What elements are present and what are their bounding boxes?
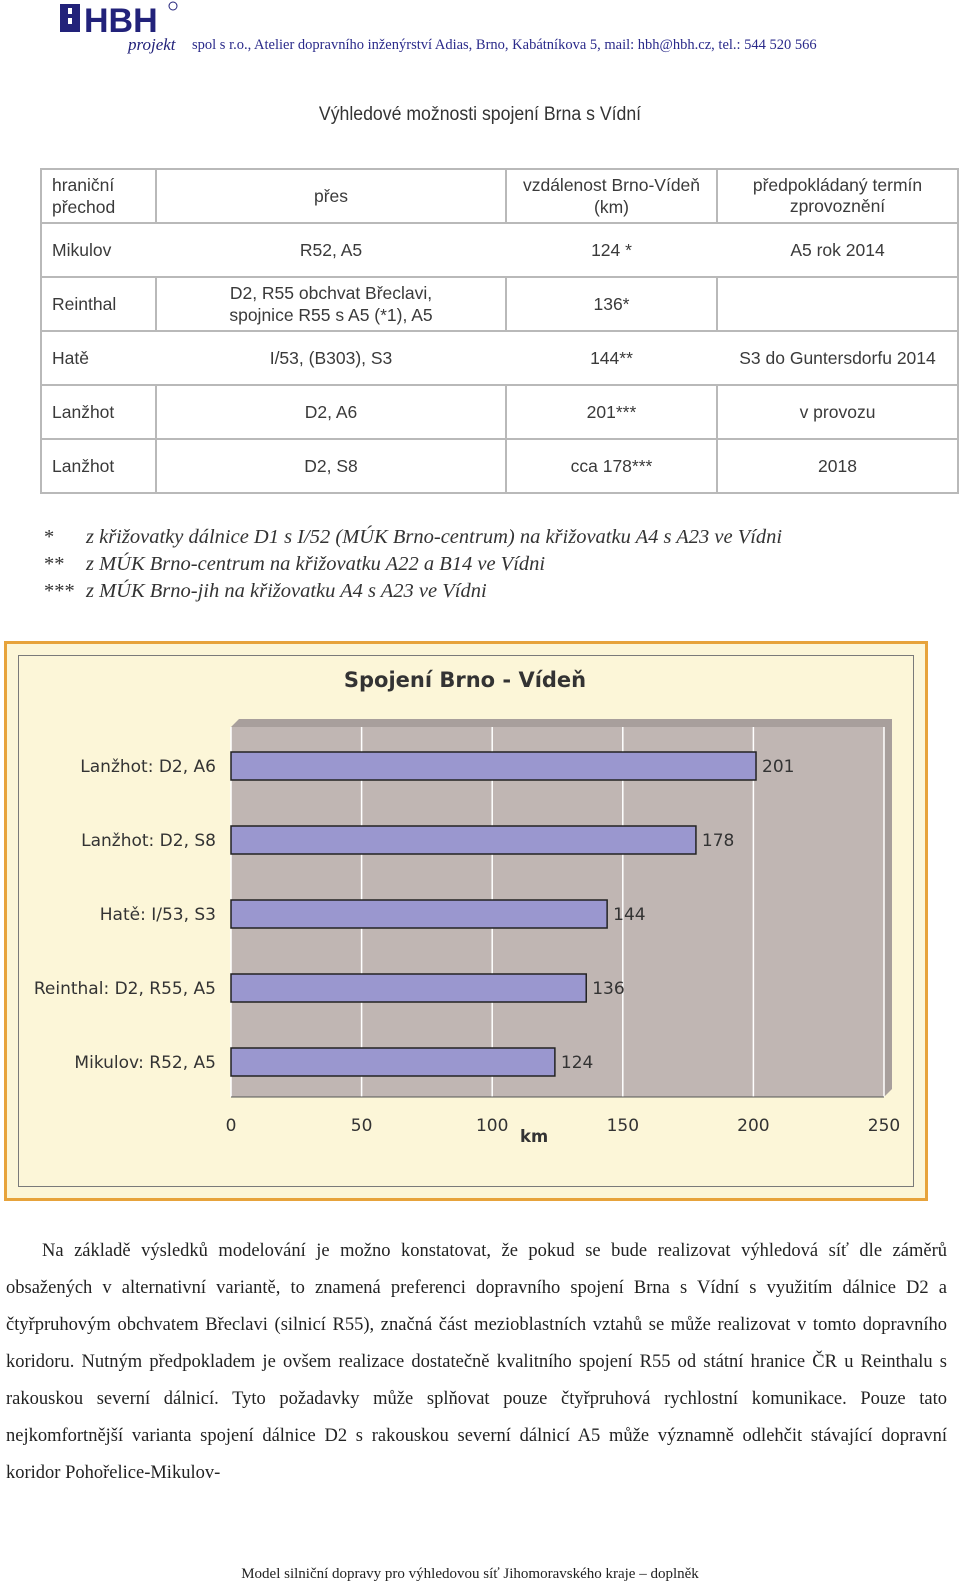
x-tick-label: 0: [226, 1116, 237, 1136]
footnote: ** z MÚK Brno-centrum na křižovatku A22 a…: [44, 553, 782, 580]
bar: [230, 1047, 556, 1077]
cell-via: D2, S8: [155, 438, 507, 494]
header-border-crossing: hraniční přechod: [40, 168, 157, 224]
chart-x-axis-label: km: [520, 1127, 549, 1146]
cell-opening: S3 do Guntersdorfu 2014: [716, 330, 959, 386]
chart-title: Spojení Brno - Vídeň: [343, 668, 587, 692]
cell-distance: 124 *: [505, 222, 718, 278]
body-paragraph: Na základě výsledků modelování je možno …: [6, 1241, 947, 1483]
cell-via: R52, A5: [155, 222, 507, 278]
bar: [230, 825, 697, 855]
page-footer: Model silniční dopravy pro výhledovou sí…: [241, 1566, 699, 1582]
data-label: 201: [762, 757, 794, 777]
category-label: Hatě: I/53, S3: [100, 905, 216, 925]
cell-distance: 136*: [505, 276, 718, 332]
company-header-line: spol s r.o., Atelier dopravního inženýrs…: [192, 37, 817, 53]
bar: [230, 751, 757, 781]
table-row: Hatě I/53, (B303), S3 144** S3 do Gunter…: [40, 330, 959, 386]
document-title: Výhledové možnosti spojení Brna s Vídní: [318, 104, 642, 125]
cell-opening: v provozu: [716, 384, 959, 440]
data-label: 178: [702, 831, 734, 851]
cell-via: D2, A6: [155, 384, 507, 440]
table-row: Reinthal D2, R55 obchvat Břeclavi, spojn…: [40, 276, 959, 332]
bar: [230, 899, 608, 929]
bar: [230, 973, 587, 1003]
x-tick-label: 200: [737, 1116, 769, 1136]
cell-opening: [716, 276, 959, 332]
cell-crossing: Lanžhot: [40, 438, 157, 494]
footnotes: * z křižovatky dálnice D1 s I/52 (MÚK Brn…: [44, 526, 782, 607]
category-label: Lanžhot: D2, A6: [80, 757, 216, 777]
cell-via: I/53, (B303), S3: [155, 330, 507, 386]
chart-inner-frame: [18, 655, 914, 1187]
logo-subtext: projekt: [127, 35, 177, 54]
cell-crossing: Mikulov: [40, 222, 157, 278]
table-row: Lanžhot D2, S8 cca 178*** 2018: [40, 438, 959, 494]
data-label: 124: [561, 1053, 593, 1073]
footnote-mark: *: [44, 526, 55, 548]
x-tick-label: 100: [476, 1116, 508, 1136]
header-distance: vzdálenost Brno-Vídeň (km): [505, 168, 718, 224]
x-tick-label: 50: [351, 1116, 373, 1136]
data-label: 136: [592, 979, 624, 999]
table-row: Mikulov R52, A5 124 * A5 rok 2014: [40, 222, 959, 278]
cell-crossing: Hatě: [40, 330, 157, 386]
cell-distance: cca 178***: [505, 438, 718, 494]
logo-text: HBH: [84, 2, 158, 40]
x-tick-label: 150: [607, 1116, 639, 1136]
cell-distance: 144**: [505, 330, 718, 386]
routes-table: hraniční přechod přes vzdálenost Brno-Ví…: [40, 168, 959, 494]
footnote-text: z MÚK Brno-centrum na křižovatku A22 a B…: [86, 553, 546, 575]
cell-opening: 2018: [716, 438, 959, 494]
table-row: Lanžhot D2, A6 201*** v provozu: [40, 384, 959, 440]
footnote-mark: ***: [44, 580, 75, 602]
footnote: *** z MÚK Brno-jih na křižovatku A4 s A23…: [44, 580, 782, 607]
cell-via: D2, R55 obchvat Břeclavi, spojnice R55 s…: [155, 276, 507, 332]
footnote-mark: **: [44, 553, 65, 575]
category-label: Lanžhot: D2, S8: [81, 831, 216, 851]
cell-opening: A5 rok 2014: [716, 222, 959, 278]
cell-distance: 201***: [505, 384, 718, 440]
category-label: Mikulov: R52, A5: [74, 1053, 216, 1073]
company-logo: HBH projekt: [58, 0, 194, 56]
table-header-row: hraniční přechod přes vzdálenost Brno-Ví…: [40, 168, 959, 224]
x-tick-label: 250: [868, 1116, 900, 1136]
cell-crossing: Lanžhot: [40, 384, 157, 440]
data-label: 144: [613, 905, 645, 925]
category-label: Reinthal: D2, R55, A5: [34, 979, 216, 999]
footnote-text: z křižovatky dálnice D1 s I/52 (MÚK Brno…: [86, 526, 783, 548]
cell-crossing: Reinthal: [40, 276, 157, 332]
header-opening-date: předpokládaný termín zprovoznění: [716, 168, 959, 224]
header-via: přes: [155, 168, 507, 224]
footnote: * z křižovatky dálnice D1 s I/52 (MÚK Brn…: [44, 526, 782, 553]
footnote-text: z MÚK Brno-jih na křižovatku A4 s A23 ve…: [86, 580, 487, 602]
